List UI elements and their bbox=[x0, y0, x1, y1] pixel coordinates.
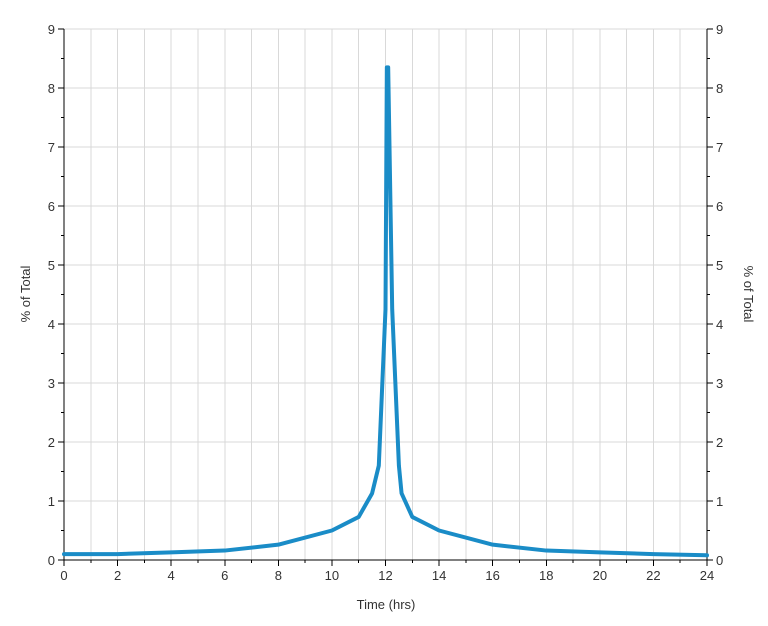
x-tick-label: 6 bbox=[221, 568, 228, 583]
y-tick-label-left: 2 bbox=[48, 435, 55, 450]
y-tick-label-left: 7 bbox=[48, 140, 55, 155]
x-tick-label: 16 bbox=[485, 568, 499, 583]
y-axis-title-left: % of Total bbox=[18, 265, 33, 322]
y-tick-label-right: 4 bbox=[716, 317, 723, 332]
y-tick-label-left: 5 bbox=[48, 258, 55, 273]
x-tick-label: 14 bbox=[432, 568, 446, 583]
x-tick-label: 0 bbox=[60, 568, 67, 583]
axes bbox=[58, 28, 713, 566]
y-tick-label-right: 7 bbox=[716, 140, 723, 155]
y-tick-label-right: 1 bbox=[716, 494, 723, 509]
y-tick-label-right: 8 bbox=[716, 81, 723, 96]
y-tick-label-right: 0 bbox=[716, 553, 723, 568]
y-tick-label-left: 6 bbox=[48, 199, 55, 214]
y-tick-label-left: 1 bbox=[48, 494, 55, 509]
x-axis-title: Time (hrs) bbox=[357, 597, 416, 612]
y-tick-label-right: 5 bbox=[716, 258, 723, 273]
x-tick-label: 12 bbox=[378, 568, 392, 583]
y-tick-label-right: 3 bbox=[716, 376, 723, 391]
y-tick-label-right: 6 bbox=[716, 199, 723, 214]
y-tick-label-left: 9 bbox=[48, 22, 55, 37]
tick-labels: 0 2 4 6 8 10 12 14 16 18 20 22 240 01 12 23 34 45 56 67 78 89… bbox=[48, 22, 723, 583]
y-tick-label-left: 8 bbox=[48, 81, 55, 96]
x-tick-label: 4 bbox=[168, 568, 175, 583]
x-tick-label: 20 bbox=[593, 568, 607, 583]
y-tick-label-right: 2 bbox=[716, 435, 723, 450]
x-tick-label: 18 bbox=[539, 568, 553, 583]
series-line bbox=[62, 65, 709, 558]
y-tick-label-left: 4 bbox=[48, 317, 55, 332]
series-layer bbox=[62, 65, 709, 558]
x-tick-label: 10 bbox=[325, 568, 339, 583]
y-tick-label-left: 3 bbox=[48, 376, 55, 391]
x-tick-label: 8 bbox=[275, 568, 282, 583]
y-axis-title-right: % of Total bbox=[741, 266, 756, 323]
x-tick-label: 24 bbox=[700, 568, 714, 583]
y-tick-label-right: 9 bbox=[716, 22, 723, 37]
x-tick-label: 22 bbox=[646, 568, 660, 583]
x-tick-label: 2 bbox=[114, 568, 121, 583]
y-tick-label-left: 0 bbox=[48, 553, 55, 568]
